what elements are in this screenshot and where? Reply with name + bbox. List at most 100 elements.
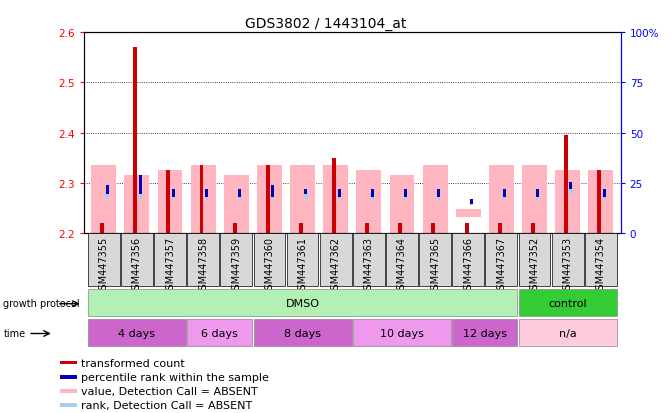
Bar xyxy=(603,194,606,201)
Bar xyxy=(470,199,473,206)
Text: transformed count: transformed count xyxy=(81,358,185,368)
Bar xyxy=(290,166,315,233)
Text: 8 days: 8 days xyxy=(284,328,321,338)
Bar xyxy=(224,176,249,233)
Bar xyxy=(100,223,104,233)
Bar xyxy=(570,182,572,189)
Bar xyxy=(464,223,468,233)
Bar xyxy=(370,194,374,201)
Bar xyxy=(338,190,340,197)
Bar xyxy=(431,223,435,233)
Bar xyxy=(91,166,116,233)
Text: control: control xyxy=(548,298,587,308)
Bar xyxy=(399,223,403,233)
Bar xyxy=(199,166,203,233)
FancyBboxPatch shape xyxy=(220,234,252,287)
Bar xyxy=(271,186,274,197)
Bar xyxy=(60,389,77,393)
Bar xyxy=(60,404,77,407)
FancyBboxPatch shape xyxy=(254,234,285,287)
Bar xyxy=(470,199,473,204)
Bar xyxy=(271,194,274,201)
FancyBboxPatch shape xyxy=(121,234,153,287)
Bar xyxy=(404,194,407,201)
Text: GSM447367: GSM447367 xyxy=(497,236,507,295)
Text: value, Detection Call = ABSENT: value, Detection Call = ABSENT xyxy=(81,386,258,396)
Bar xyxy=(370,190,374,197)
Bar xyxy=(233,223,237,233)
Bar xyxy=(139,176,142,194)
Bar xyxy=(238,190,241,197)
Text: 6 days: 6 days xyxy=(201,328,238,338)
Bar xyxy=(522,166,547,233)
Text: rank, Detection Call = ABSENT: rank, Detection Call = ABSENT xyxy=(81,400,252,410)
Title: GDS3802 / 1443104_at: GDS3802 / 1443104_at xyxy=(245,17,406,31)
FancyBboxPatch shape xyxy=(187,320,252,346)
Text: 10 days: 10 days xyxy=(380,328,424,338)
Bar xyxy=(503,190,506,197)
Bar xyxy=(588,171,613,233)
Text: GSM447356: GSM447356 xyxy=(132,236,142,295)
Bar xyxy=(332,158,336,233)
Text: GSM447355: GSM447355 xyxy=(99,236,109,295)
FancyBboxPatch shape xyxy=(519,290,617,316)
Text: GSM447365: GSM447365 xyxy=(430,236,440,295)
Bar xyxy=(205,194,208,201)
Bar xyxy=(60,361,77,365)
Bar xyxy=(498,223,502,233)
Bar xyxy=(172,190,175,197)
Bar xyxy=(305,190,307,194)
Bar xyxy=(489,166,514,233)
FancyBboxPatch shape xyxy=(88,234,119,287)
Bar xyxy=(238,194,242,201)
FancyBboxPatch shape xyxy=(486,234,517,287)
FancyBboxPatch shape xyxy=(187,234,219,287)
Text: percentile rank within the sample: percentile rank within the sample xyxy=(81,372,268,382)
FancyBboxPatch shape xyxy=(519,234,550,287)
Bar xyxy=(437,194,440,201)
FancyBboxPatch shape xyxy=(287,234,319,287)
Bar xyxy=(536,194,539,201)
Text: 4 days: 4 days xyxy=(118,328,156,338)
Bar xyxy=(531,223,535,233)
FancyBboxPatch shape xyxy=(88,290,517,316)
Text: n/a: n/a xyxy=(559,328,576,338)
Bar xyxy=(124,176,150,233)
Bar xyxy=(437,190,440,197)
Bar xyxy=(365,223,369,233)
Text: time: time xyxy=(3,328,25,338)
Text: DMSO: DMSO xyxy=(286,298,319,308)
Bar xyxy=(503,194,507,201)
Bar xyxy=(166,171,170,233)
Bar xyxy=(536,190,539,197)
Bar xyxy=(456,209,480,217)
Text: GSM447359: GSM447359 xyxy=(231,236,242,295)
FancyBboxPatch shape xyxy=(154,234,186,287)
Bar xyxy=(257,166,282,233)
Bar xyxy=(569,186,572,194)
FancyBboxPatch shape xyxy=(452,234,484,287)
Bar xyxy=(299,223,303,233)
Text: GSM447361: GSM447361 xyxy=(297,236,307,295)
Text: GSM447354: GSM447354 xyxy=(596,236,606,295)
Bar xyxy=(172,194,175,201)
Text: GSM447353: GSM447353 xyxy=(563,236,572,295)
Bar xyxy=(105,186,109,194)
Bar xyxy=(555,171,580,233)
Bar xyxy=(134,48,138,233)
Text: GSM447358: GSM447358 xyxy=(198,236,208,295)
FancyBboxPatch shape xyxy=(386,234,418,287)
Text: 12 days: 12 days xyxy=(463,328,507,338)
Text: GSM447364: GSM447364 xyxy=(397,236,407,295)
Text: GSM447366: GSM447366 xyxy=(463,236,473,295)
Bar xyxy=(338,194,341,201)
Text: GSM447357: GSM447357 xyxy=(165,236,175,295)
Bar xyxy=(60,375,77,379)
Text: growth protocol: growth protocol xyxy=(3,298,80,308)
Text: GSM447360: GSM447360 xyxy=(264,236,274,295)
Text: GSM447363: GSM447363 xyxy=(364,236,374,295)
FancyBboxPatch shape xyxy=(254,320,352,346)
Bar xyxy=(404,190,407,197)
FancyBboxPatch shape xyxy=(519,320,617,346)
FancyBboxPatch shape xyxy=(419,234,451,287)
